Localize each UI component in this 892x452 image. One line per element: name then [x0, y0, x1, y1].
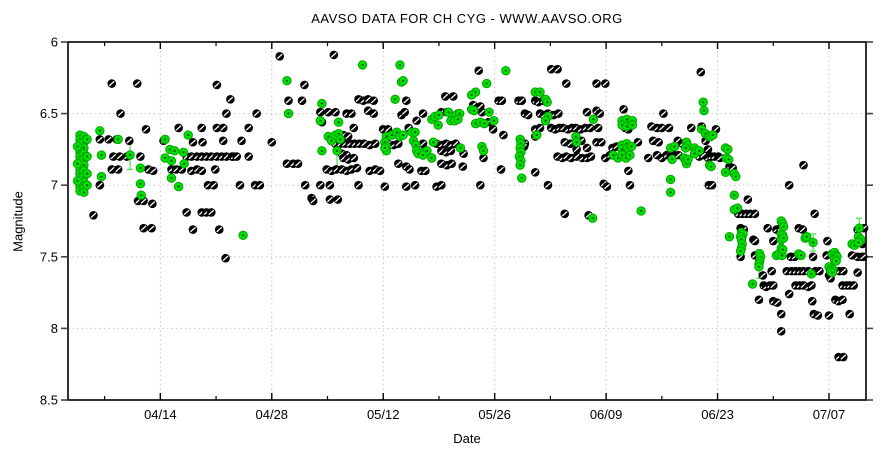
x-axis-label: Date	[453, 431, 481, 446]
svg-text:7: 7	[51, 178, 58, 193]
svg-text:6.5: 6.5	[40, 106, 58, 121]
svg-text:06/09: 06/09	[590, 407, 623, 422]
svg-text:06/23: 06/23	[701, 407, 734, 422]
svg-text:07/07: 07/07	[813, 407, 846, 422]
svg-text:05/12: 05/12	[367, 407, 400, 422]
svg-text:8.5: 8.5	[40, 393, 58, 408]
chart-title: AAVSO DATA FOR CH CYG - WWW.AAVSO.ORG	[311, 11, 623, 26]
svg-text:8: 8	[51, 321, 58, 336]
svg-text:05/26: 05/26	[478, 407, 511, 422]
svg-text:04/28: 04/28	[256, 407, 289, 422]
svg-text:7.5: 7.5	[40, 249, 58, 264]
svg-text:6: 6	[51, 35, 58, 50]
svg-text:04/14: 04/14	[144, 407, 177, 422]
